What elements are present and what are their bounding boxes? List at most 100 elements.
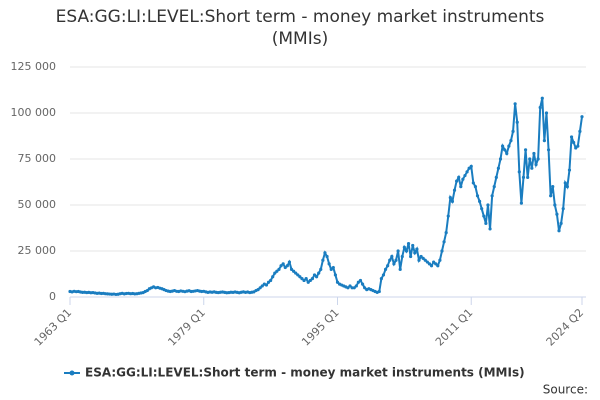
point (292, 269, 296, 273)
point (542, 139, 546, 143)
point (515, 120, 519, 124)
point (419, 254, 423, 259)
point (438, 258, 442, 262)
point (394, 258, 398, 262)
point (492, 185, 496, 189)
point (471, 181, 475, 185)
point (396, 249, 400, 253)
point (415, 247, 419, 251)
point (260, 284, 264, 288)
point (386, 264, 390, 268)
point (283, 265, 287, 270)
point (277, 267, 281, 271)
point (289, 267, 294, 271)
point (377, 289, 381, 294)
point (475, 194, 480, 198)
point (517, 170, 521, 174)
point (421, 256, 425, 260)
point (392, 262, 396, 266)
point (574, 146, 578, 150)
point (578, 129, 582, 133)
point (285, 264, 289, 268)
point (271, 275, 275, 279)
x-tick-label: 2011 Q1 (433, 306, 476, 349)
point (440, 249, 444, 253)
point (425, 260, 429, 264)
point (523, 148, 528, 152)
point (306, 280, 310, 284)
point (379, 277, 383, 281)
point (402, 245, 406, 249)
point (555, 212, 559, 216)
point (490, 194, 494, 198)
point (561, 207, 565, 211)
point (411, 243, 415, 248)
point (540, 96, 544, 100)
point (256, 288, 260, 292)
point (300, 277, 304, 281)
point (264, 283, 269, 287)
legend-marker (69, 370, 75, 376)
point (457, 175, 461, 179)
point (565, 185, 569, 189)
point (567, 168, 572, 172)
point (576, 144, 580, 148)
point (298, 275, 302, 279)
point (442, 240, 446, 244)
point (536, 157, 540, 161)
point (473, 185, 478, 189)
point (465, 170, 469, 174)
point (486, 203, 490, 207)
y-tick-label: 0 (49, 290, 56, 303)
point (467, 166, 471, 170)
point (356, 280, 360, 284)
point (450, 199, 455, 203)
point (530, 166, 534, 170)
point (444, 231, 448, 235)
point (469, 164, 473, 168)
point (390, 254, 394, 259)
point (532, 151, 536, 156)
point (323, 251, 327, 255)
point (461, 177, 465, 181)
point (319, 267, 323, 271)
point (557, 229, 561, 233)
point (417, 258, 421, 262)
point (269, 278, 273, 283)
point (563, 181, 567, 185)
point (325, 254, 329, 259)
point (498, 157, 503, 161)
point (352, 286, 356, 290)
point (266, 280, 271, 284)
source: Source: (543, 383, 588, 397)
x-tick-label: 1979 Q1 (165, 306, 208, 349)
point (526, 175, 530, 179)
point (511, 129, 515, 133)
point (569, 135, 574, 139)
point (484, 221, 488, 225)
point (346, 286, 350, 290)
point (549, 194, 553, 198)
x-tick-label: 1963 Q1 (32, 306, 75, 349)
legend-text: ESA:GG:LI:LEVEL:Short term - money marke… (85, 366, 525, 380)
point (423, 258, 427, 262)
point (296, 273, 300, 277)
point (400, 254, 404, 259)
point (258, 286, 262, 290)
point (279, 264, 283, 268)
point (463, 173, 467, 178)
point (507, 144, 511, 148)
point (513, 102, 517, 106)
point (327, 262, 331, 266)
point (572, 140, 576, 145)
point (321, 258, 325, 262)
point (281, 262, 285, 266)
series-line (69, 98, 583, 296)
point (480, 207, 484, 211)
y-tick-label: 75 000 (18, 152, 57, 165)
point (304, 277, 308, 281)
point (388, 258, 392, 262)
point (427, 262, 432, 266)
